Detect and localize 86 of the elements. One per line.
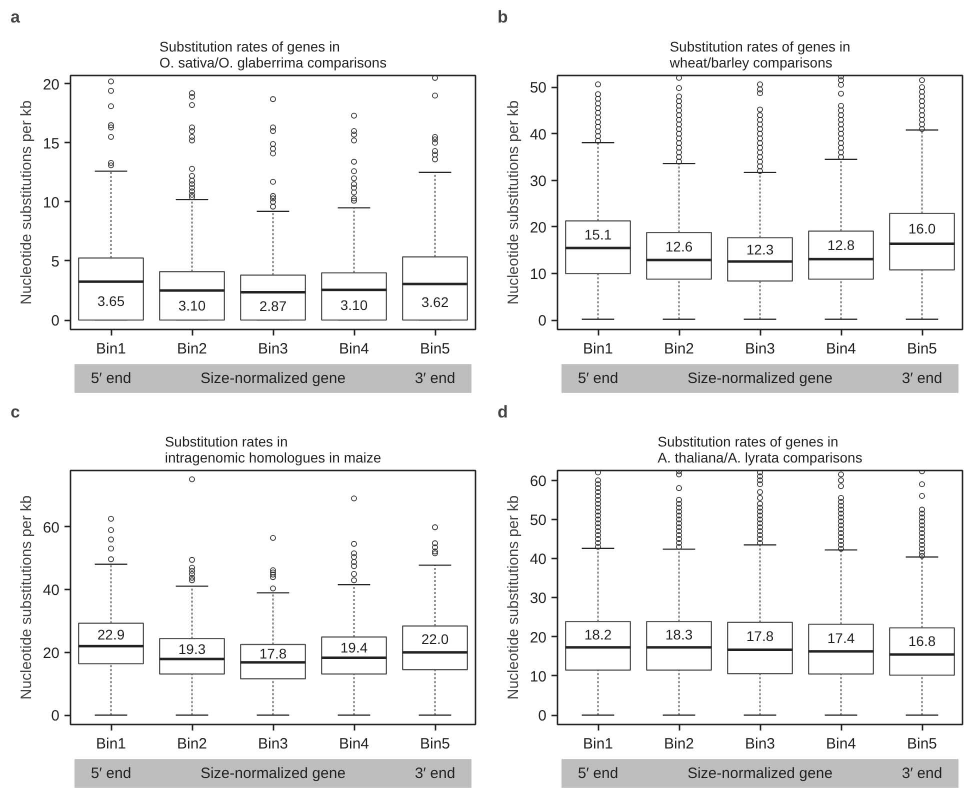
y-tick-label: 30 xyxy=(530,590,547,608)
x-tick-label: Bin3 xyxy=(744,736,776,752)
y-tick-label: 0 xyxy=(51,708,60,725)
x-tick-label: Bin4 xyxy=(338,340,370,358)
text: a xyxy=(10,8,20,26)
chart-title: Substitution rates in intragenomic homologues in maize xyxy=(164,434,382,466)
chart-title: Substitution rates of genes in wheat/barley comparisons xyxy=(668,38,850,70)
y-tick-label: 30 xyxy=(530,172,547,190)
y-tick-label: 15 xyxy=(42,135,60,152)
text: 3.65 xyxy=(97,292,125,309)
x-tick-label: Bin4 xyxy=(826,340,856,358)
x-tick-label: Bin2 xyxy=(176,736,208,752)
y-tick-label: 20 xyxy=(42,644,60,662)
text: 22.0 xyxy=(421,631,449,648)
text: 19.3 xyxy=(178,640,206,657)
y-tick-label: 10 xyxy=(530,668,547,686)
y-tick-label: 10 xyxy=(530,266,547,284)
chart-title: Substitution rates of genes in O. sativa/O. glaberrima comparisons xyxy=(159,38,387,70)
text: 12.6 xyxy=(665,238,693,254)
y-tick-label: 20 xyxy=(530,219,547,236)
x-tick-label: Bin3 xyxy=(258,736,288,752)
x-tick-label: Bin4 xyxy=(826,736,856,752)
text: 17.8 xyxy=(746,628,774,644)
text: 16.8 xyxy=(908,633,936,650)
text: 12.8 xyxy=(827,237,855,254)
text: 2.87 xyxy=(259,298,287,314)
x-tick-label: Bin2 xyxy=(664,340,694,358)
text: 3′ end xyxy=(414,370,456,387)
y-tick-label: 5 xyxy=(51,253,60,270)
chart-title: Substitution rates of genes in A. thaliana/A. lyrata comparisons xyxy=(658,434,862,466)
x-tick-label: Bin3 xyxy=(744,340,776,358)
x-tick-label: Bin1 xyxy=(96,736,126,752)
y-axis-title: Nucleotide substitutions per kb xyxy=(504,100,522,305)
y-tick-label: 60 xyxy=(530,472,547,490)
text: 17.8 xyxy=(259,645,287,662)
text: d xyxy=(498,402,508,422)
text: 3′ end xyxy=(414,765,456,782)
y-tick-label: 20 xyxy=(42,76,60,94)
x-tick-label: Bin1 xyxy=(96,340,126,358)
text: 3.10 xyxy=(340,296,368,313)
text: b xyxy=(498,8,508,26)
y-tick-label: 20 xyxy=(530,629,547,646)
y-tick-label: 10 xyxy=(42,194,60,212)
text: 3.10 xyxy=(178,297,206,314)
text: 18.2 xyxy=(584,626,612,642)
text: Size-normalized gene xyxy=(200,765,346,782)
text: 22.9 xyxy=(97,626,125,643)
y-tick-label: 0 xyxy=(538,708,546,725)
text: 18.3 xyxy=(665,626,693,642)
text: 5′ end xyxy=(90,765,132,782)
x-tick-label: Bin5 xyxy=(906,736,938,752)
text: 5′ end xyxy=(578,370,618,387)
text: 12.3 xyxy=(746,242,774,258)
x-tick-label: Bin4 xyxy=(338,736,370,752)
text: 3′ end xyxy=(902,370,942,387)
x-tick-label: Bin5 xyxy=(906,340,938,358)
x-tick-label: Bin5 xyxy=(420,340,450,358)
x-tick-label: Bin5 xyxy=(420,736,450,752)
x-tick-label: Bin1 xyxy=(582,340,614,358)
y-tick-label: 50 xyxy=(530,80,547,97)
text: 3′ end xyxy=(902,765,942,782)
y-tick-label: 0 xyxy=(51,312,60,330)
text: 16.0 xyxy=(908,220,936,237)
x-tick-label: Bin1 xyxy=(582,736,614,752)
text: 19.4 xyxy=(340,639,368,656)
y-axis-title: Nucleotide substitutions per kb xyxy=(504,495,522,700)
y-tick-label: 60 xyxy=(42,519,60,536)
y-tick-label: 40 xyxy=(530,551,547,568)
text: 3.62 xyxy=(421,294,449,310)
y-tick-label: 50 xyxy=(530,512,547,529)
text: 5′ end xyxy=(90,370,132,387)
text: Size-normalized gene xyxy=(200,370,346,387)
x-tick-label: Bin2 xyxy=(664,736,694,752)
y-axis-title: Nucleotide substitutions per kb xyxy=(18,495,35,700)
y-tick-label: 40 xyxy=(42,582,60,600)
y-tick-label: 40 xyxy=(530,126,547,144)
text: 15.1 xyxy=(584,226,612,242)
x-tick-label: Bin2 xyxy=(176,340,208,358)
text: Size-normalized gene xyxy=(687,370,833,387)
text: 5′ end xyxy=(578,765,618,782)
text: 17.4 xyxy=(827,630,855,646)
text: Size-normalized gene xyxy=(687,765,833,782)
text: c xyxy=(10,402,20,422)
y-axis-title: Nucleotide substitutions per kb xyxy=(18,100,35,305)
y-tick-label: 0 xyxy=(538,312,546,330)
x-tick-label: Bin3 xyxy=(258,340,288,358)
